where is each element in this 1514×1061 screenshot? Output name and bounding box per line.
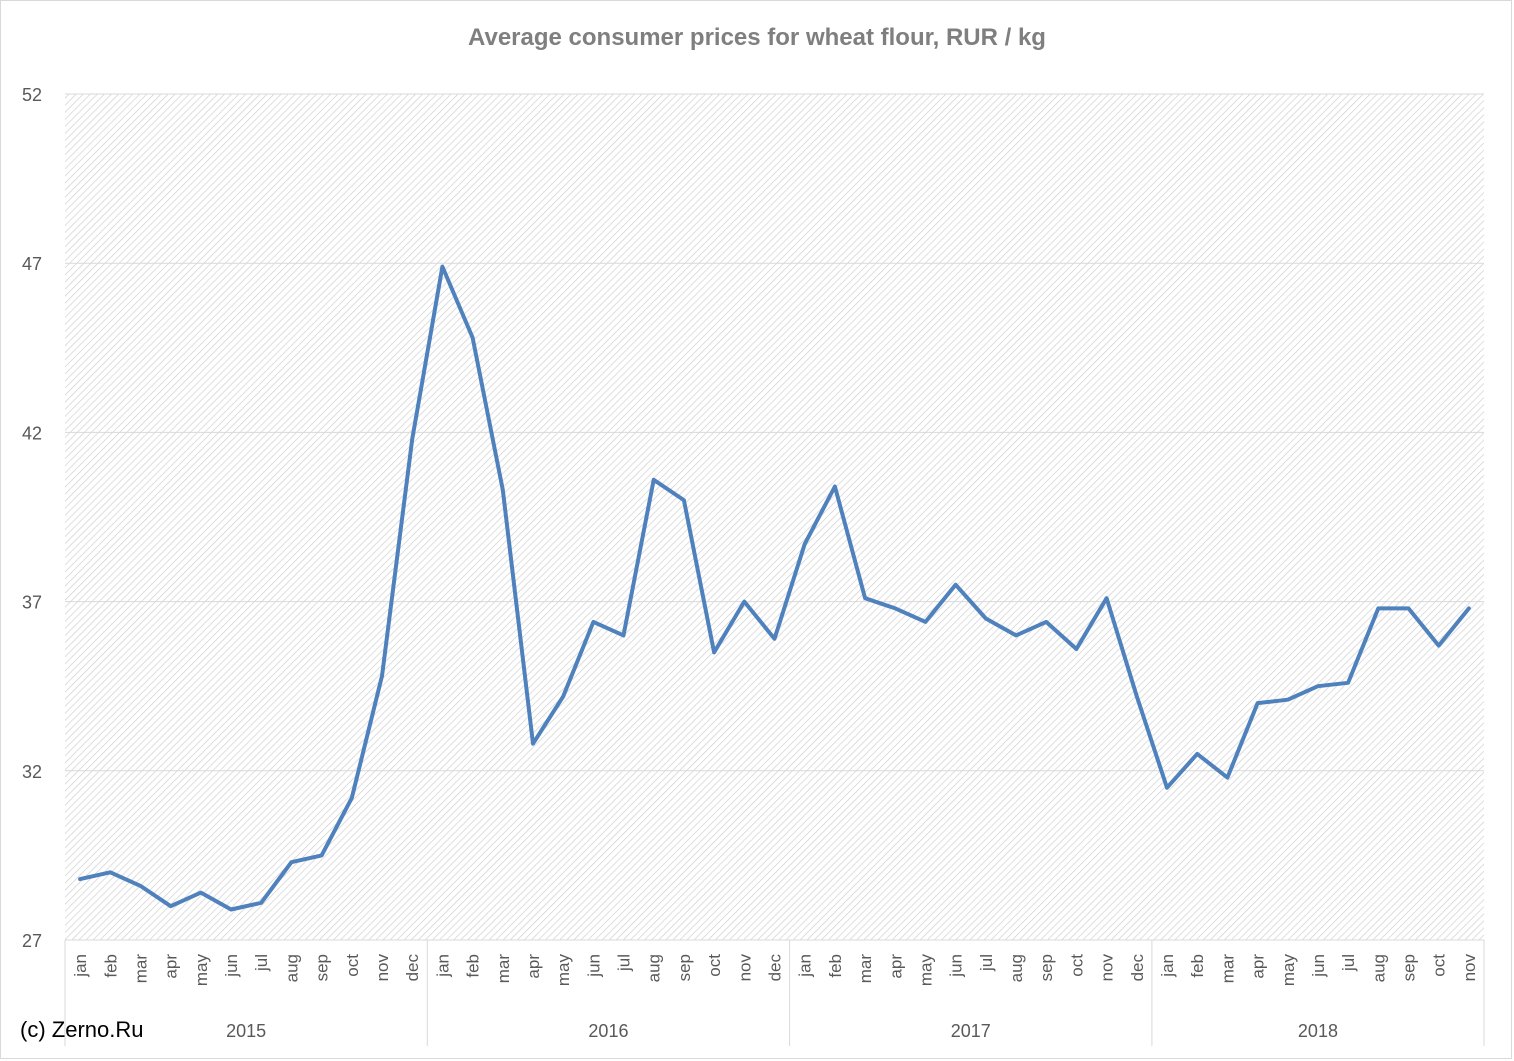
plot-background [65, 94, 1484, 940]
y-tick-label: 37 [22, 593, 42, 613]
watermark: (c) Zerno.Ru [20, 1017, 144, 1042]
x-tick-label: aug [1369, 954, 1388, 982]
x-tick-label: feb [101, 954, 120, 978]
x-tick-label: jan [71, 954, 90, 978]
x-tick-label: oct [705, 954, 724, 977]
chart-title: Average consumer prices for wheat flour,… [468, 24, 1046, 51]
x-tick-label: jul [615, 954, 634, 972]
x-tick-label: may [1279, 954, 1298, 987]
x-tick-label: mar [856, 954, 875, 984]
x-tick-label: sep [1037, 954, 1056, 981]
y-tick-label: 42 [22, 423, 42, 443]
x-tick-label: jan [1158, 954, 1177, 978]
x-tick-label: jun [1309, 954, 1328, 978]
x-tick-label: mar [131, 954, 150, 984]
x-tick-label: jul [252, 954, 271, 972]
x-tick-label: jan [796, 954, 815, 978]
x-tick-label: dec [766, 954, 785, 982]
x-tick-label: may [554, 954, 573, 987]
x-tick-label: mar [494, 954, 513, 984]
x-tick-label: oct [1067, 954, 1086, 977]
year-label: 2016 [588, 1021, 628, 1041]
x-tick-label: apr [524, 954, 543, 979]
y-axis: 27 32 37 42 47 52 [22, 85, 42, 951]
plot-area [65, 94, 1484, 940]
x-tick-label: jan [433, 954, 452, 978]
y-tick-label: 27 [22, 931, 42, 951]
year-label: 2015 [226, 1021, 266, 1041]
series-layer [78, 264, 1471, 912]
x-tick-label: aug [282, 954, 301, 982]
x-tick-label: feb [1188, 954, 1207, 978]
x-tick-label: jun [222, 954, 241, 978]
x-tick-label: jun [584, 954, 603, 978]
x-tick-label: jul [977, 954, 996, 972]
x-tick-label: nov [373, 954, 392, 982]
x-tick-label: feb [464, 954, 483, 978]
x-tick-label: nov [1460, 954, 1479, 982]
x-tick-label: may [192, 954, 211, 987]
x-tick-label: apr [162, 954, 181, 979]
x-axis: jan feb mar apr may jun jul aug sep oct nov dec jan f… [64, 939, 1485, 1046]
x-tick-label: may [916, 954, 935, 987]
x-tick-label: apr [1249, 954, 1268, 979]
x-tick-label: apr [886, 954, 905, 979]
x-tick-label: nov [735, 954, 754, 982]
x-tick-label: sep [675, 954, 694, 981]
y-tick-label: 32 [22, 762, 42, 782]
x-tick-label: sep [1400, 954, 1419, 981]
y-tick-label: 52 [22, 85, 42, 105]
x-tick-label: sep [313, 954, 332, 981]
x-tick-label: dec [403, 954, 422, 982]
x-tick-label: oct [1430, 954, 1449, 977]
x-tick-label: feb [826, 954, 845, 978]
x-tick-label: jun [947, 954, 966, 978]
x-tick-label: jul [1339, 954, 1358, 972]
year-label: 2018 [1298, 1021, 1338, 1041]
x-tick-label: mar [1218, 954, 1237, 984]
x-tick-label: dec [1128, 954, 1147, 982]
x-tick-label: aug [1007, 954, 1026, 982]
x-tick-label: aug [645, 954, 664, 982]
x-tick-label: nov [1098, 954, 1117, 982]
y-tick-label: 47 [22, 254, 42, 274]
year-label: 2017 [951, 1021, 991, 1041]
x-tick-label: oct [343, 954, 362, 977]
